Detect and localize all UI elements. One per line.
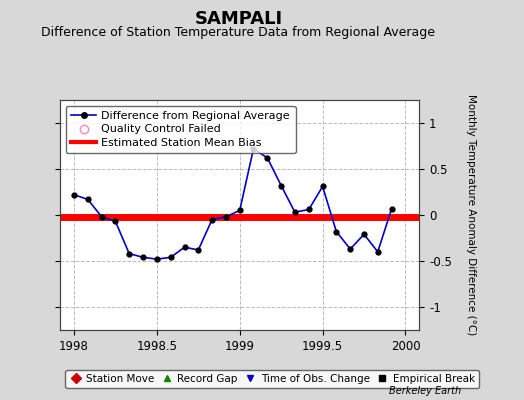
Text: Difference of Station Temperature Data from Regional Average: Difference of Station Temperature Data f…: [41, 26, 435, 39]
Legend: Station Move, Record Gap, Time of Obs. Change, Empirical Break: Station Move, Record Gap, Time of Obs. C…: [66, 370, 479, 388]
Text: SAMPALI: SAMPALI: [194, 10, 282, 28]
Text: Berkeley Earth: Berkeley Earth: [389, 386, 461, 396]
Y-axis label: Monthly Temperature Anomaly Difference (°C): Monthly Temperature Anomaly Difference (…: [466, 94, 476, 336]
